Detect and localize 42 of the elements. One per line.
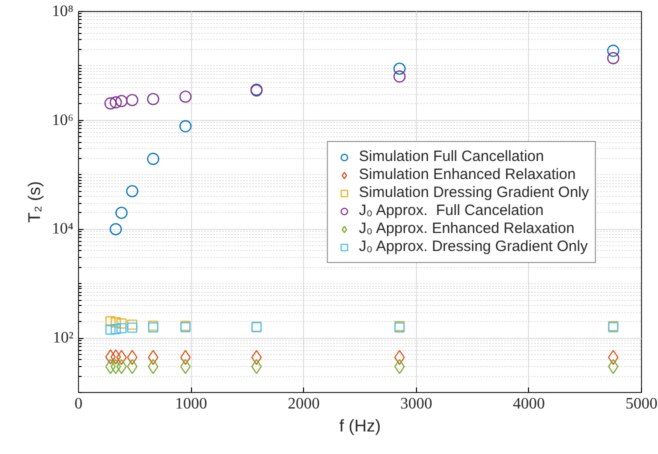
legend-label: J₀ Approx. Enhanced Relaxation [358,220,574,238]
y-tick-label: 10² [52,330,74,347]
point [608,350,619,366]
y-axis-title: T₂ (s) [24,181,44,223]
point [147,92,160,106]
x-tick-label: 0 [74,396,82,412]
point [105,316,116,326]
point [393,62,406,75]
point [104,97,117,110]
point [110,223,122,236]
x-tick-label: 2000 [288,396,320,412]
x-tick-label: 5000 [626,396,658,412]
y-tick-label: 10⁸ [52,3,74,20]
point [179,120,192,132]
x-tick-label: 4000 [512,396,545,412]
legend-label: Simulation Dressing Gradient Only [358,184,589,202]
point [115,94,128,108]
point [110,324,121,334]
legend-label: Simulation Full Cancellation [358,148,544,166]
point [126,94,138,106]
point [116,323,127,334]
point [110,317,121,328]
point [105,324,116,335]
x-axis-title: f (Hz) [339,416,381,436]
legend-label: J₀ Approx. Full Cancelation [358,202,544,220]
point [608,358,619,374]
point [126,185,138,198]
point [115,206,128,219]
point [179,90,192,103]
point [607,44,620,57]
point [607,52,620,64]
x-tick-label: 1000 [175,396,208,412]
legend-label: J₀ Approx. Dressing Gradient Only [358,238,588,256]
point [116,318,127,329]
point [393,70,406,83]
point [110,96,122,108]
point [127,322,138,333]
x-tick-label: 3000 [400,396,432,412]
legend-label: Simulation Enhanced Relaxation [358,166,576,184]
point [147,152,160,165]
y-tick-label: 10⁴ [52,220,74,238]
y-tick-label: 10⁶ [52,112,74,129]
